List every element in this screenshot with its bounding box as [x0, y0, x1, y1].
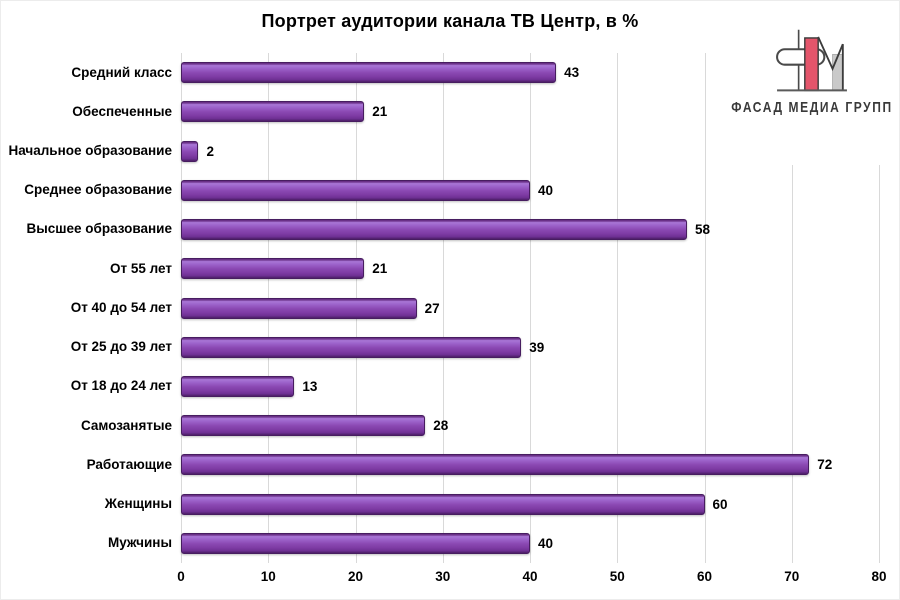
bar — [181, 179, 530, 201]
bar-row: От 25 до 39 лет 39 — [1, 328, 899, 367]
bar — [181, 140, 199, 162]
category-label: От 40 до 54 лет — [70, 299, 172, 315]
bar-zone: 13 — [181, 367, 899, 406]
category-label: Среднее образование — [24, 182, 172, 198]
category-label: Работающие — [86, 456, 172, 472]
category-label: От 25 до 39 лет — [70, 339, 172, 355]
x-tick-label: 0 — [177, 569, 185, 584]
bar-zone: 2 — [181, 131, 899, 170]
bar-zone: 40 — [181, 524, 899, 563]
x-tick-label: 20 — [347, 569, 364, 584]
bar-row: Обеспеченные 21 — [1, 92, 899, 131]
x-tick-label: 40 — [522, 569, 538, 584]
value-label: 27 — [424, 300, 440, 316]
value-label: 2 — [206, 143, 214, 159]
gridline — [791, 53, 793, 563]
category-label: От 18 до 24 лет — [70, 378, 172, 394]
x-tick-label: 70 — [784, 569, 800, 584]
bar-row: От 55 лет 21 — [1, 249, 899, 288]
gridline — [442, 53, 444, 563]
bar — [181, 297, 417, 319]
bar-zone: 21 — [181, 249, 899, 288]
x-tick-label: 30 — [435, 569, 451, 584]
logo-mark — [776, 29, 847, 92]
bar-row: Работающие 72 — [1, 445, 899, 484]
bar — [181, 493, 705, 515]
value-label: 21 — [372, 261, 388, 277]
category-label: Обеспеченные — [72, 103, 172, 119]
value-label: 21 — [372, 104, 388, 120]
gridline — [530, 53, 531, 563]
x-tick-label: 80 — [871, 569, 887, 584]
category-label: От 55 лет — [110, 260, 172, 276]
category-label: Средний класс — [71, 64, 172, 80]
bar-zone: 39 — [181, 328, 899, 367]
bar-row: От 18 до 24 лет 13 — [1, 367, 899, 406]
chart-title: Портрет аудитории канала ТВ Центр, в % — [261, 11, 639, 31]
gridline — [879, 53, 880, 563]
bar-zone: 72 — [181, 445, 899, 484]
bar-zone: 40 — [181, 171, 899, 210]
bar — [181, 101, 365, 123]
bar — [181, 219, 688, 241]
bar — [181, 454, 810, 476]
logo-text: ФАСАД МЕДИА ГРУПП — [731, 98, 893, 116]
value-label: 43 — [564, 65, 580, 81]
bar-zone: 60 — [181, 485, 899, 524]
value-label: 72 — [817, 457, 833, 473]
logo: ФАСАД МЕДИА ГРУПП — [727, 19, 897, 165]
value-label: 40 — [538, 182, 554, 198]
category-label: Начальное образование — [8, 143, 172, 158]
bar-row: Среднее образование 40 — [1, 171, 899, 210]
bar-rows: Средний класс 43 Обеспеченные 21 Начальное о… — [1, 53, 899, 563]
bar-row: Начальное образование 2 — [1, 131, 899, 170]
bar-zone: 58 — [181, 210, 899, 249]
x-tick-label: 10 — [260, 569, 276, 584]
value-label: 60 — [712, 496, 728, 512]
bar-row: Мужчины 40 — [1, 524, 899, 563]
bar — [181, 532, 530, 554]
bar — [181, 258, 365, 280]
bar-zone: 43 — [181, 53, 899, 92]
value-label: 28 — [433, 418, 449, 434]
bar-zone: 21 — [181, 92, 899, 131]
x-tick-label: 50 — [609, 569, 625, 584]
value-label: 13 — [302, 378, 318, 394]
bar-row: Самозанятые 28 — [1, 406, 899, 445]
bar — [181, 62, 557, 84]
bar-row: Женщины 60 — [1, 485, 899, 524]
x-axis: 0 10 20 30 40 50 60 70 80 — [177, 569, 886, 589]
gridline — [617, 53, 619, 563]
bar-zone: 27 — [181, 288, 899, 327]
value-label: 40 — [538, 535, 554, 551]
category-label: Женщины — [104, 496, 172, 512]
bar-zone: 28 — [181, 406, 899, 445]
value-label: 58 — [695, 222, 711, 238]
x-tick-label: 60 — [696, 569, 713, 584]
bar — [181, 336, 522, 358]
bar — [181, 375, 295, 397]
category-label: Высшее образование — [26, 221, 172, 237]
value-label: 39 — [529, 339, 545, 355]
bar-row: От 40 до 54 лет 27 — [1, 288, 899, 327]
category-label: Мужчины — [108, 535, 172, 551]
bar — [181, 415, 426, 437]
bar-row: Средний класс 43 — [1, 53, 899, 92]
gridline — [704, 53, 706, 563]
category-label: Самозанятые — [80, 417, 172, 433]
bar-row: Высшее образование 58 — [1, 210, 899, 249]
